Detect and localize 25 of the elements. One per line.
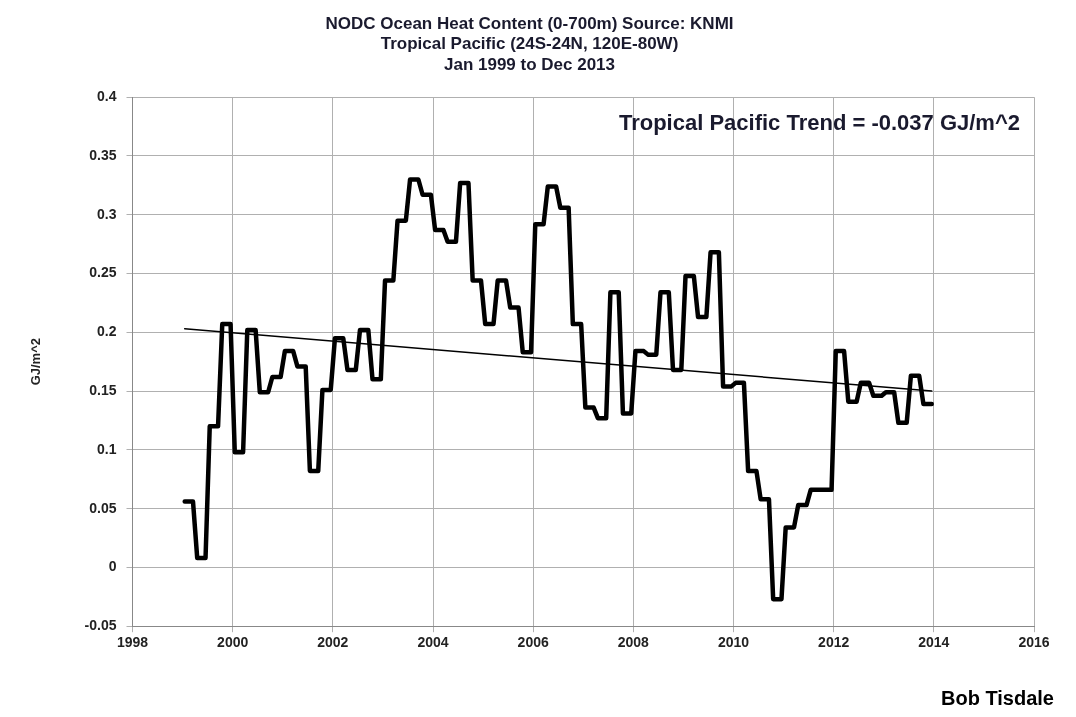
annotation: Tropical Pacific Trend = -0.037 GJ/m^2 xyxy=(618,110,1020,136)
y-tick-label: 0.35 xyxy=(89,146,117,163)
x-tick-label: 2000 xyxy=(217,634,249,651)
y-tick-label: -0.05 xyxy=(84,617,117,634)
y-axis-title: GJ/m^2 xyxy=(28,338,44,386)
x-tick-label: 2014 xyxy=(918,634,950,651)
y-tick-label: 0.3 xyxy=(97,205,117,222)
x-tick-label: 2008 xyxy=(617,634,650,651)
x-tick-label: 2004 xyxy=(417,634,449,651)
x-tick-label: 1998 xyxy=(116,634,149,651)
y-tick-label: 0.25 xyxy=(89,264,117,281)
y-tick-label: 0.15 xyxy=(89,381,117,398)
chart-title: NODC Ocean Heat Content (0-700m) Source: KNMI xyxy=(325,13,734,33)
y-tick-label: 0.1 xyxy=(97,440,117,457)
x-tick-label: 2002 xyxy=(317,634,349,651)
y-tick-label: 0.2 xyxy=(97,323,117,340)
x-tick-label: 2006 xyxy=(517,634,549,651)
x-tick-label: 2010 xyxy=(717,634,750,651)
y-tick-label: 0.05 xyxy=(89,499,117,516)
x-tick-label: 2016 xyxy=(1018,634,1050,651)
x-tick-label: 2012 xyxy=(818,634,850,651)
y-tick-label: 0.4 xyxy=(97,88,117,105)
y-tick-label: 0 xyxy=(108,558,117,575)
chart-subtitle: Tropical Pacific (24S-24N, 120E-80W) Jan 1999 to Dec 2013 xyxy=(380,34,679,74)
text: Bob Tisdale xyxy=(941,686,1054,709)
